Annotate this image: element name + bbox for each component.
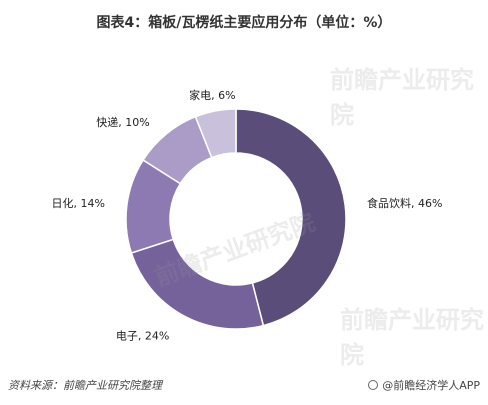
chart-title: 图表4：箱板/瓦楞纸主要应用分布（单位：%） — [96, 15, 392, 31]
slice-label-3: 日化, 14% — [52, 196, 105, 210]
brand-text: @前瞻经济学人APP — [382, 379, 480, 392]
chart-slices — [125, 108, 347, 330]
footer: 资料来源：前瞻产业研究院整理 @前瞻经济学人APP — [0, 373, 488, 397]
slice-label-4: 快递, 10% — [96, 115, 149, 129]
source-note: 资料来源：前瞻产业研究院整理 — [8, 379, 162, 392]
slice-2 — [130, 238, 265, 330]
brand: @前瞻经济学人APP — [368, 377, 480, 393]
chart-labels: 食品饮料, 46% 电子, 24% 日化, 14% 快递, 10% 家电, 6% — [52, 88, 443, 342]
slice-label-1: 食品饮料, 46% — [367, 196, 442, 210]
wechat-circle-icon — [368, 380, 379, 390]
slice-label-2: 电子, 24% — [116, 329, 169, 342]
slice-1 — [235, 108, 347, 327]
slice-label-5: 家电, 6% — [189, 88, 235, 102]
slice-5 — [194, 108, 237, 159]
